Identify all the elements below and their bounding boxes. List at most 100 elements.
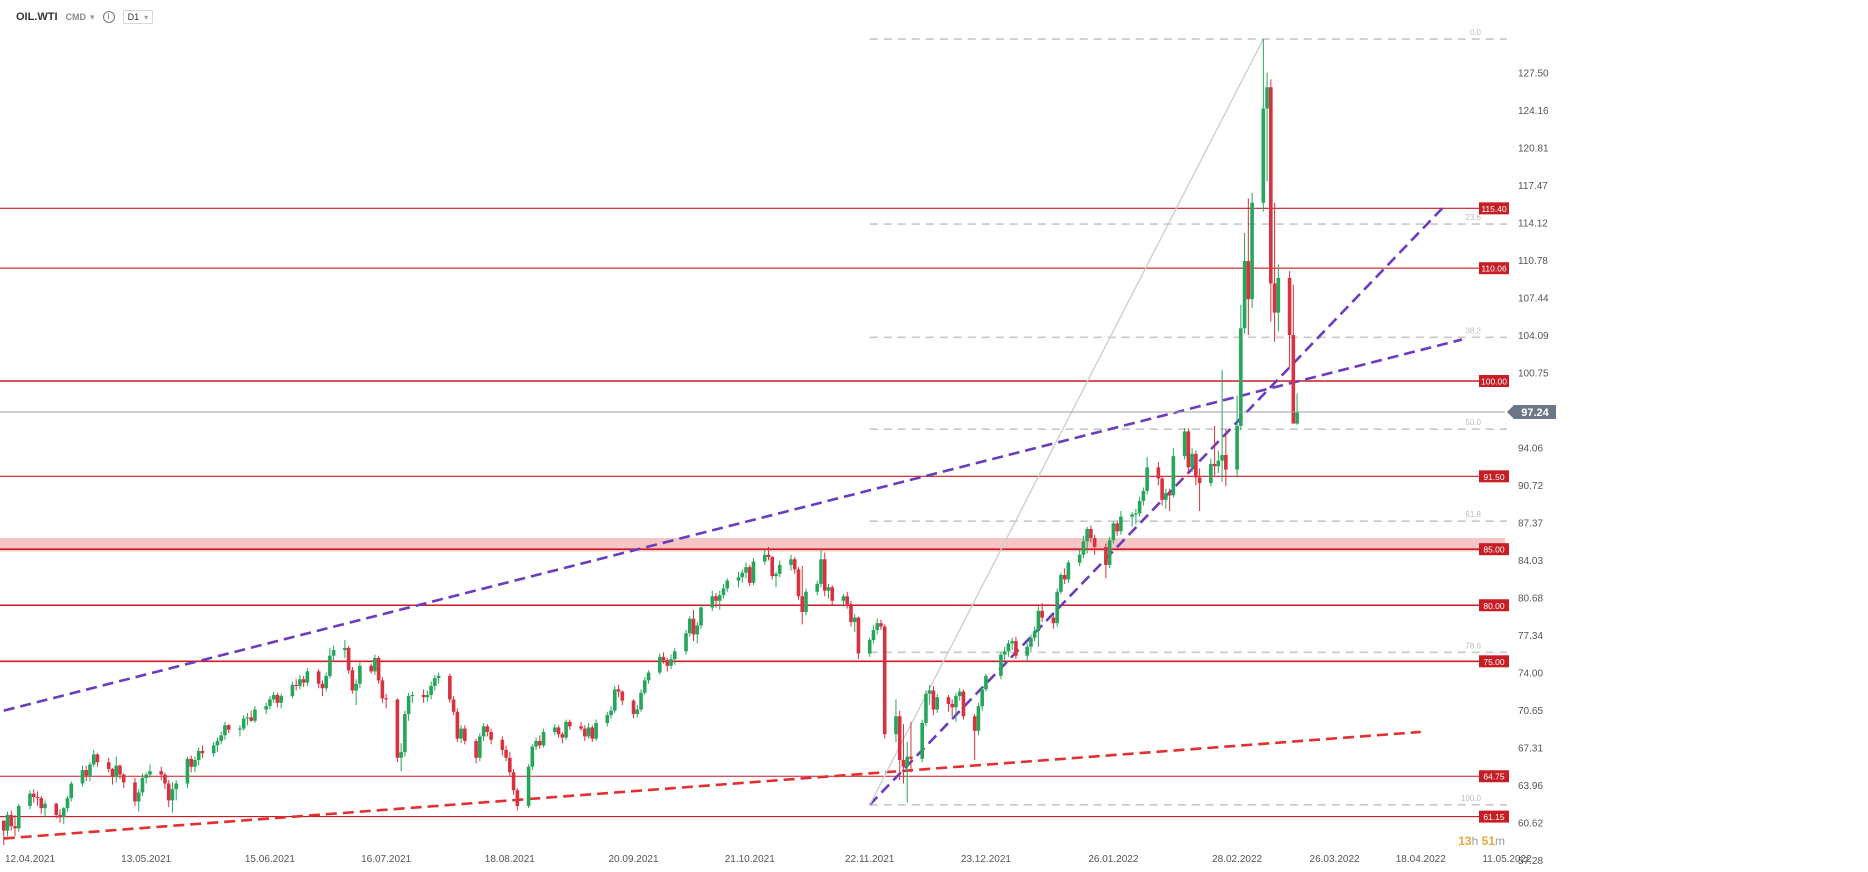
timer-m-unit: m [1495,834,1505,848]
candle-body [616,689,621,692]
candle-body [1115,523,1119,532]
chevron-down-icon[interactable]: ▾ [90,11,95,22]
candle-body [504,749,508,758]
candle-body [1269,87,1273,284]
red-trendline [3,730,1421,840]
candle [1291,284,1296,424]
candle [560,731,565,744]
info-icon[interactable]: i [102,11,115,23]
candle [687,616,692,637]
candle [196,747,201,766]
candle [931,685,936,716]
candle-body [320,683,325,689]
candle-body [1212,463,1217,467]
candle-body [448,675,452,700]
candle [699,604,703,629]
candle-body [211,745,216,754]
candle-body [1145,467,1149,491]
candle [1089,525,1093,543]
candle-body [819,559,823,584]
candle-body [751,561,756,583]
candle-body [1081,541,1086,555]
candle-body [380,680,385,699]
candle [1104,543,1108,579]
candle-body [1239,328,1243,426]
candle [717,590,722,610]
candle [541,728,546,748]
candle-body [687,618,692,634]
candle-body [815,583,820,592]
candle [579,721,583,731]
candle-body [894,716,898,735]
resistance-zone [0,537,1505,552]
candle [189,755,193,773]
candle-body [1276,277,1281,313]
candle [275,692,280,708]
candle [980,685,984,711]
candle-body [695,625,700,635]
candle [792,557,797,574]
fib-level-label: 78.6 [1465,641,1481,650]
candle-body [1006,643,1011,652]
candle [830,585,835,606]
candle-body [515,790,520,806]
candle [279,693,283,709]
x-tick-label: 11.05.2022 [1482,854,1532,865]
y-tick-label: 100.75 [1518,369,1549,380]
candle-body [661,656,666,661]
candle [568,719,572,730]
timer-hours: 13 [1458,834,1472,848]
candle [268,696,272,710]
candle [950,699,954,717]
candle [346,645,351,674]
y-tick-label: 80.68 [1518,594,1543,605]
candle-body [170,789,175,801]
candle [1111,521,1116,544]
candle-body [159,771,164,775]
x-tick-label: 26.03.2022 [1310,854,1360,865]
candle-body [1085,529,1089,542]
x-tick-label: 23.12.2021 [961,854,1011,865]
candle-body [849,604,853,623]
candle-body [924,693,928,723]
candle [28,790,32,810]
candle-body [931,690,936,710]
candle-body [403,714,407,753]
candle [984,673,988,692]
timeframe-select[interactable]: D1 ▾ [122,10,154,24]
candle-body [1141,490,1146,501]
candle-body [140,777,145,793]
candle [1145,457,1149,495]
candle-body [792,559,797,570]
symbol-label[interactable]: OIL.WTI [16,11,58,23]
level-tag-label: 61.15 [1483,812,1505,822]
candle [534,737,538,750]
candle [740,569,745,583]
candle [376,655,381,684]
level-tag-label: 110.06 [1481,264,1507,274]
candle-body [665,660,670,666]
candle [909,721,913,773]
candle-body [455,711,460,739]
candle [1134,508,1138,525]
candle-body [789,559,793,565]
candle-body [88,764,92,776]
candle [395,698,400,763]
candle [849,600,853,627]
source-label[interactable]: CMD [65,12,87,22]
candle-body [174,783,179,790]
candle-body [1134,513,1138,515]
x-tick-label: 18.04.2022 [1396,854,1446,865]
candle-body [639,692,643,710]
y-tick-label: 90.72 [1518,481,1543,492]
candle-timer: 13h 51m [1458,834,1505,848]
candle [331,645,336,661]
candle-body [193,759,197,767]
candle [448,673,452,703]
candle-body [774,573,778,577]
candle-body [1119,516,1123,532]
fib-level-label: 50.0 [1465,418,1481,427]
candle-body [984,675,988,690]
candle [1092,534,1097,555]
